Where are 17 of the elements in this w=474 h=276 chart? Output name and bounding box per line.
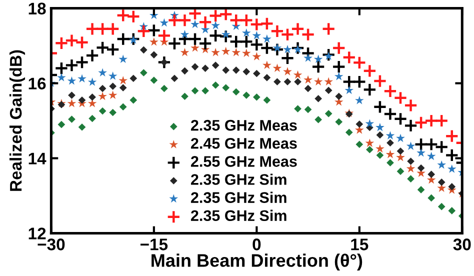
y-axis-title: Realized Gain(dB) <box>9 50 26 191</box>
y-tick-label: 18 <box>28 2 46 14</box>
legend-label: 2.45 GHz Meas <box>190 138 297 149</box>
legend-label: 2.35 GHz Sim <box>190 174 286 185</box>
legend-label: 2.35 GHz Meas <box>190 120 297 131</box>
x-tick-label: −30 <box>38 238 65 250</box>
y-tick-label: 16 <box>28 78 46 90</box>
x-tick-label: 30 <box>453 238 471 250</box>
y-tick-label: 14 <box>28 152 46 164</box>
x-tick-label: −15 <box>140 238 168 250</box>
x-tick-label: 15 <box>351 238 368 250</box>
x-tick-label: 0 <box>252 238 261 250</box>
x-axis-title: Main Beam Direction (θ°) <box>152 254 362 270</box>
legend-label: 2.35 GHz Sim <box>190 192 286 203</box>
legend-label: 2.55 GHz Meas <box>190 156 297 167</box>
y-tick-label: 12 <box>28 228 46 240</box>
legend-label: 2.35 GHz Sim <box>190 210 286 222</box>
